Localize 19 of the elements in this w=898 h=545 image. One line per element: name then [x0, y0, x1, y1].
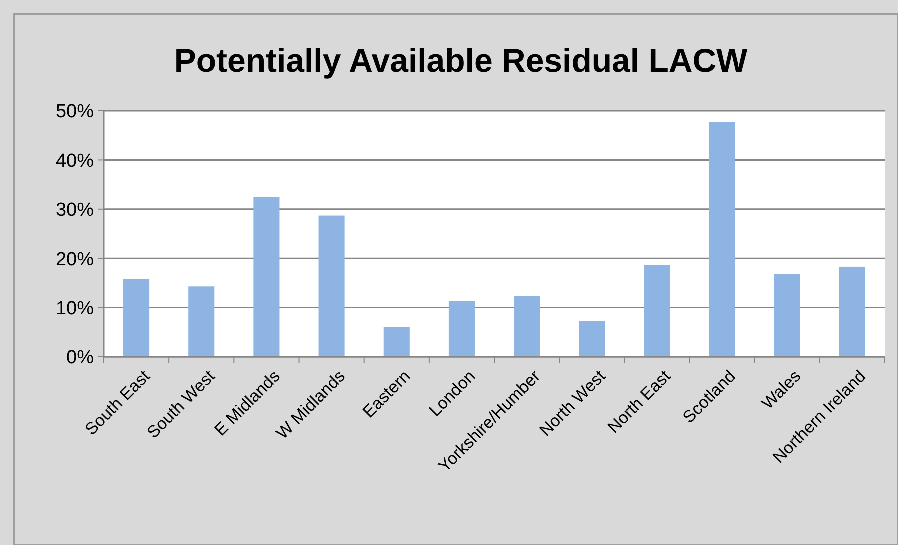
y-tick-label: 50%	[56, 102, 94, 123]
y-tick-label: 0%	[66, 348, 94, 369]
y-tick-label: 40%	[56, 150, 94, 172]
y-tick-label: 30%	[56, 200, 94, 222]
bar	[579, 321, 606, 357]
chart-title: Potentially Available Residual LACW	[174, 42, 749, 79]
bar	[254, 197, 280, 357]
bar	[188, 286, 215, 357]
bar	[124, 279, 150, 357]
y-tick-label: 20%	[56, 249, 94, 270]
bar	[318, 216, 345, 357]
bar	[448, 301, 475, 357]
bar	[384, 326, 410, 357]
bar	[644, 264, 670, 357]
bar	[514, 296, 540, 357]
bar	[709, 122, 736, 357]
y-tick-label: 10%	[56, 298, 94, 320]
bar	[839, 266, 866, 357]
bar	[774, 274, 800, 357]
